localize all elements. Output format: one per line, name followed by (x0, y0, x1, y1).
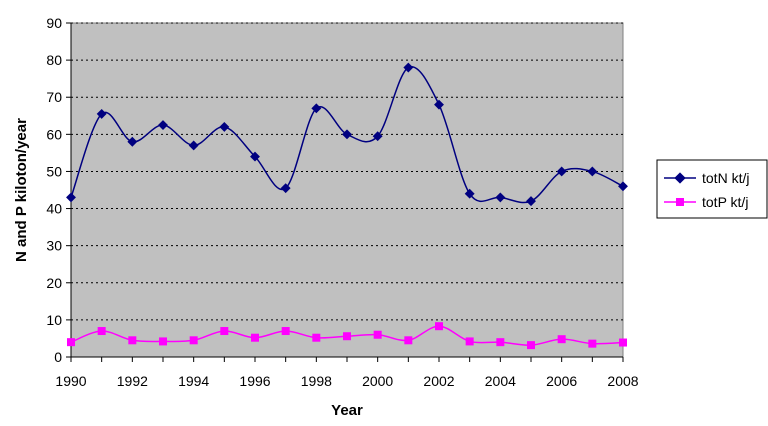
y-tick-label: 60 (46, 126, 62, 142)
data-point-square (281, 327, 290, 336)
x-axis-title: Year (331, 402, 363, 419)
x-tick-label: 1990 (55, 373, 86, 389)
data-point-diamond (250, 151, 260, 162)
data-point-square (588, 339, 597, 348)
y-axis-ticks: 0 10 20 30 40 50 60 70 80 90 (46, 15, 71, 365)
x-tick-label: 1992 (117, 373, 148, 389)
y-tick-label: 0 (54, 349, 62, 365)
plot-area (70, 22, 624, 358)
y-tick-label: 10 (46, 312, 62, 328)
data-point-square (189, 336, 198, 345)
x-tick-label: 2002 (423, 373, 454, 389)
x-tick-label: 2008 (607, 373, 638, 389)
data-point-square (159, 337, 167, 346)
data-point-diamond (495, 192, 506, 203)
y-tick-label: 70 (46, 89, 62, 105)
x-tick-label: 1998 (301, 373, 332, 389)
data-point-square (404, 336, 413, 345)
data-point-square (220, 327, 229, 336)
legend: totN kt/j totP kt/j (656, 159, 768, 219)
data-point-square (312, 333, 321, 342)
x-tick-label: 1994 (178, 373, 209, 389)
data-point-diamond (66, 192, 76, 203)
series-1 (67, 322, 627, 350)
data-point-diamond (464, 188, 475, 199)
legend-label-totP: totP kt/j (702, 194, 748, 210)
data-point-diamond (280, 183, 291, 194)
legend-box (656, 159, 768, 219)
data-point-square (527, 341, 535, 350)
data-point-square (373, 330, 382, 339)
x-tick-label: 2000 (362, 373, 393, 389)
data-point-diamond (342, 129, 352, 140)
data-point-diamond (127, 136, 138, 147)
y-tick-label: 30 (46, 238, 62, 254)
data-point-diamond (372, 131, 383, 142)
y-tick-label: 40 (46, 201, 62, 217)
data-point-square (465, 337, 474, 346)
y-axis-title: N and P kiloton/year (13, 118, 30, 262)
x-tick-label: 2004 (485, 373, 516, 389)
x-axis-ticks: 1990 1992 1994 1996 1998 2000 2002 2004 2006 2008 (55, 357, 639, 389)
y-tick-label: 80 (46, 52, 62, 68)
data-point-square (619, 338, 627, 347)
data-point-diamond (618, 181, 628, 192)
data-point-diamond (158, 120, 168, 131)
x-tick-label: 2006 (546, 373, 577, 389)
data-point-diamond (587, 166, 598, 177)
data-point-square (557, 335, 566, 344)
legend-marker-totN (674, 172, 686, 184)
data-point-square (67, 338, 75, 347)
data-point-diamond (526, 196, 536, 207)
data-point-diamond (188, 140, 199, 151)
data-point-square (251, 333, 259, 342)
data-point-diamond (96, 108, 107, 119)
data-point-square (97, 327, 106, 336)
y-tick-label: 90 (46, 15, 62, 31)
data-point-diamond (556, 166, 567, 177)
data-point-square (343, 332, 351, 341)
legend-marker-totP (676, 198, 684, 206)
x-tick-label: 1996 (239, 373, 270, 389)
data-point-square (435, 322, 443, 331)
data-point-square (128, 336, 137, 345)
data-point-square (496, 338, 505, 347)
legend-label-totN: totN kt/j (702, 170, 749, 186)
y-tick-label: 20 (46, 275, 62, 291)
y-tick-label: 50 (46, 163, 62, 179)
data-point-diamond (219, 121, 230, 132)
